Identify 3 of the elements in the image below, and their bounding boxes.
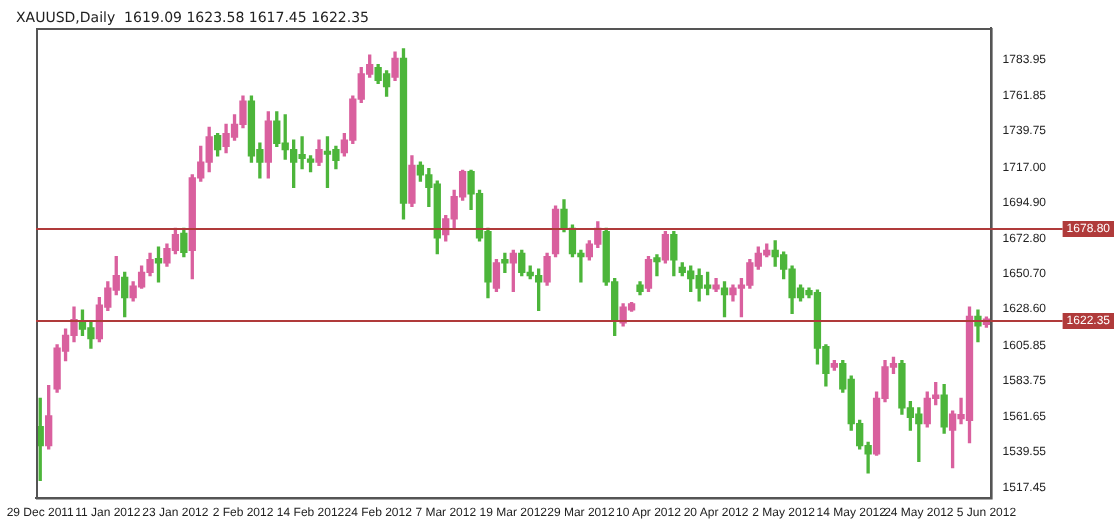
candlestick — [501, 252, 509, 274]
candlestick — [653, 254, 661, 277]
candlestick — [298, 136, 306, 170]
